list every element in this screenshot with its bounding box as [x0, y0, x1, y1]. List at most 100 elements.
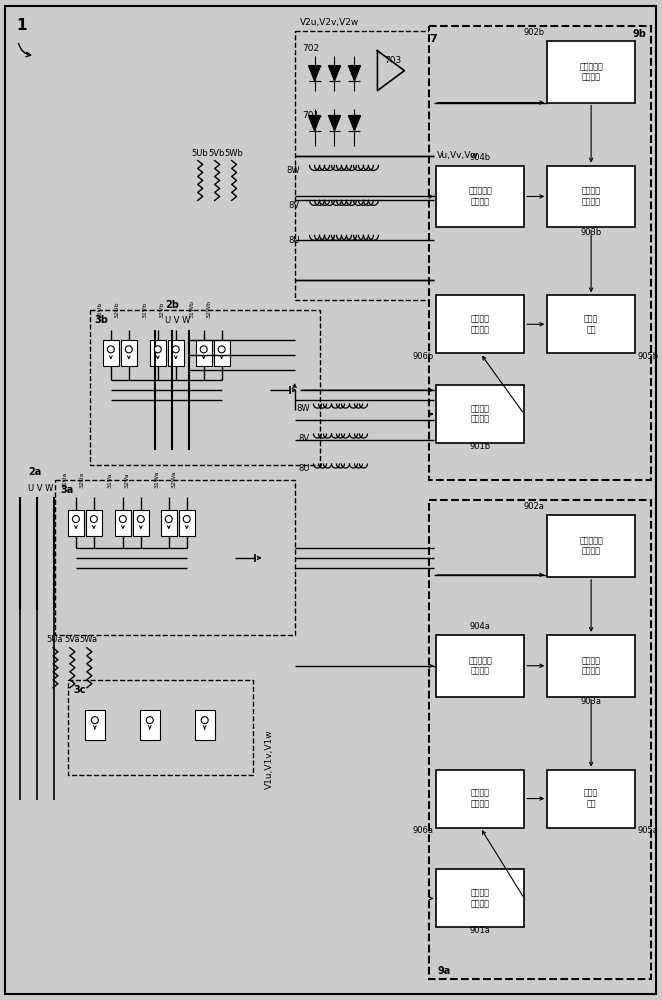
Bar [103, 340, 118, 366]
Polygon shape [348, 66, 361, 81]
Text: 变压器电压
测量单元: 变压器电压 测量单元 [579, 62, 603, 81]
Bar [547, 295, 635, 353]
Text: 残余磁通
计算单元: 残余磁通 计算单元 [582, 187, 600, 206]
Text: U V W: U V W [28, 484, 54, 493]
Polygon shape [308, 66, 320, 81]
Circle shape [137, 516, 144, 523]
Text: 31Ub: 31Ub [97, 302, 103, 318]
Polygon shape [328, 66, 340, 81]
Text: 702: 702 [303, 44, 320, 53]
Circle shape [172, 346, 179, 353]
Bar [133, 510, 149, 536]
Bar [436, 635, 524, 697]
Bar [179, 510, 195, 536]
Circle shape [72, 516, 79, 523]
Bar [121, 340, 137, 366]
Circle shape [154, 346, 162, 353]
Bar [547, 166, 635, 227]
Circle shape [200, 346, 207, 353]
Polygon shape [348, 116, 361, 131]
Text: 31Wb: 31Wb [189, 300, 194, 318]
Text: 9a: 9a [438, 966, 451, 976]
Bar [68, 510, 84, 536]
Text: 变压器断电
检测单元: 变压器断电 检测单元 [469, 656, 492, 675]
Text: 903a: 903a [581, 697, 602, 706]
Bar [68, 680, 253, 775]
Text: 905b: 905b [637, 352, 658, 361]
Text: 8U: 8U [288, 236, 299, 245]
Text: 囘合命令
输出单元: 囘合命令 输出单元 [471, 789, 490, 808]
Text: 3a: 3a [60, 485, 73, 495]
Circle shape [91, 717, 99, 724]
Text: 701: 701 [303, 111, 320, 120]
Text: 相检测
单元: 相检测 单元 [584, 789, 598, 808]
Bar [436, 385, 524, 443]
Text: 电源电压
测量单元: 电源电压 测量单元 [471, 889, 490, 908]
Text: Vu,Vv,Vw: Vu,Vv,Vw [438, 151, 479, 160]
Text: 901b: 901b [470, 442, 491, 451]
Bar [295, 31, 440, 300]
Bar [436, 770, 524, 828]
Bar [547, 770, 635, 828]
Bar [90, 310, 320, 465]
Text: 703: 703 [385, 56, 402, 65]
Text: 8W: 8W [296, 404, 310, 413]
Text: 31Va: 31Va [107, 473, 113, 488]
Text: 变压器电压
测量单元: 变压器电压 测量单元 [579, 536, 603, 556]
Text: 5Ub: 5Ub [191, 149, 208, 158]
Text: 电源电压
测量单元: 电源电压 测量单元 [471, 404, 490, 424]
Text: 904b: 904b [470, 153, 491, 162]
Text: 3c: 3c [73, 685, 85, 695]
Circle shape [166, 516, 172, 523]
Text: 902a: 902a [523, 502, 544, 511]
Text: 5Va: 5Va [64, 635, 79, 644]
Bar [161, 510, 177, 536]
Circle shape [91, 516, 97, 523]
Text: 2a: 2a [28, 467, 41, 477]
Text: 31Wa: 31Wa [154, 471, 160, 488]
Text: 9b: 9b [632, 29, 646, 39]
Text: 5Vb: 5Vb [209, 149, 225, 158]
Text: 囘合命令
输出单元: 囘合命令 输出单元 [471, 315, 490, 334]
Text: V2u,V2v,V2w: V2u,V2v,V2w [300, 18, 359, 27]
Text: V1u,V1v,V1w: V1u,V1v,V1w [265, 730, 274, 789]
Bar [430, 500, 651, 979]
Bar [436, 869, 524, 927]
Text: 残余磁通
计算单元: 残余磁通 计算单元 [582, 656, 600, 675]
Bar [195, 710, 214, 740]
Text: 906a: 906a [412, 826, 434, 835]
Text: 32Va: 32Va [124, 472, 129, 488]
Bar [547, 515, 635, 577]
Text: 3b: 3b [95, 315, 109, 325]
Text: 变压器断电
检测单元: 变压器断电 检测单元 [469, 187, 492, 206]
Text: 32Wa: 32Wa [171, 470, 176, 488]
Text: 5Ua: 5Ua [46, 635, 63, 644]
Text: 906b: 906b [412, 352, 434, 361]
Circle shape [201, 717, 208, 724]
Text: 8V: 8V [299, 434, 310, 443]
Circle shape [146, 717, 154, 724]
Text: 31Vb: 31Vb [142, 302, 147, 318]
Circle shape [119, 516, 126, 523]
Bar [430, 26, 651, 480]
Text: 32Ub: 32Ub [115, 302, 119, 318]
Text: 32Wb: 32Wb [206, 300, 211, 318]
Text: 901a: 901a [470, 926, 491, 935]
Text: 31Ua: 31Ua [62, 472, 68, 488]
Text: 2b: 2b [165, 300, 179, 310]
Bar [547, 41, 635, 103]
Text: 7: 7 [430, 34, 437, 44]
Circle shape [125, 346, 132, 353]
Bar [167, 340, 184, 366]
Text: 905a: 905a [637, 826, 658, 835]
Circle shape [183, 516, 190, 523]
Circle shape [218, 346, 225, 353]
Text: 902b: 902b [523, 28, 544, 37]
Polygon shape [328, 116, 340, 131]
Text: 8W: 8W [286, 166, 299, 175]
Bar [55, 480, 295, 635]
Bar [85, 710, 105, 740]
Text: 903b: 903b [581, 228, 602, 237]
Bar [214, 340, 230, 366]
Bar [547, 635, 635, 697]
